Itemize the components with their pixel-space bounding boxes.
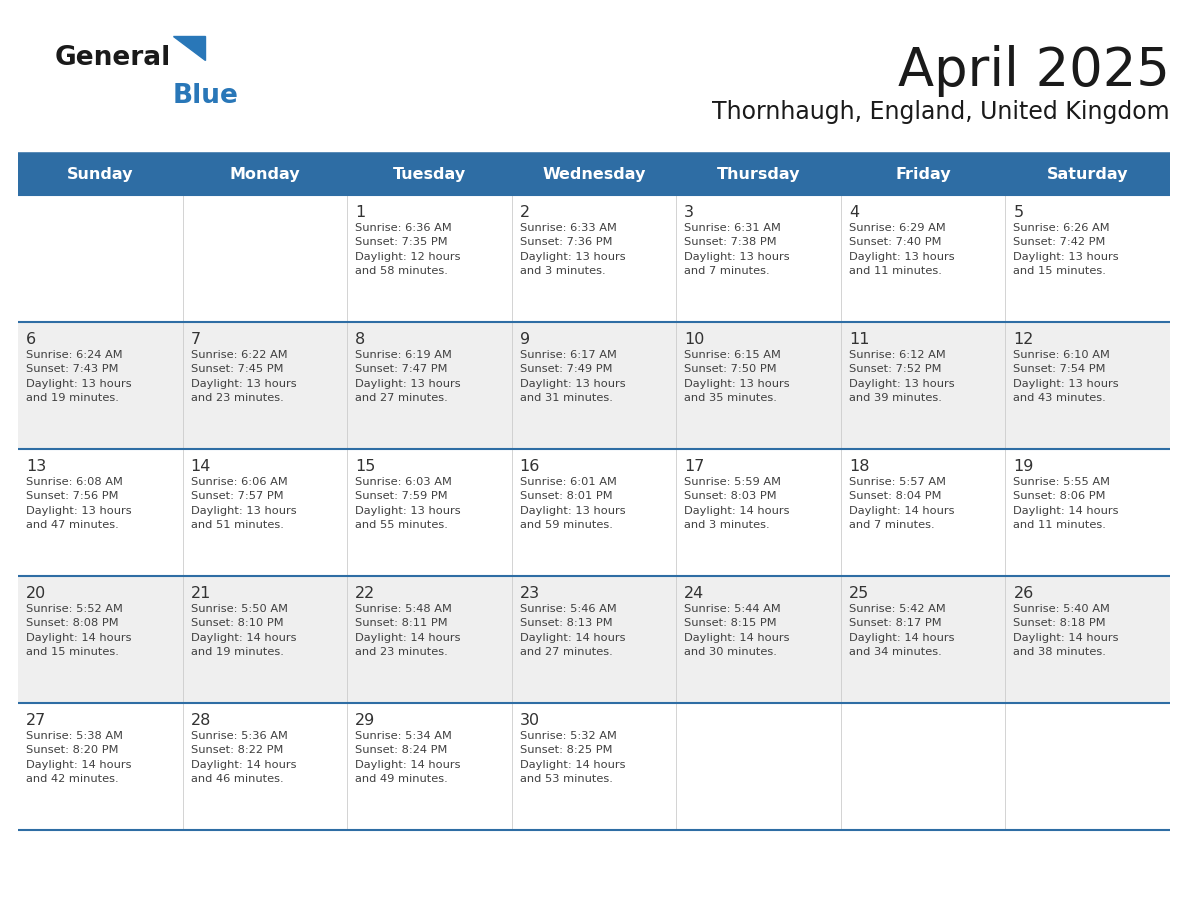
Text: 16: 16 xyxy=(519,459,541,474)
Text: 3: 3 xyxy=(684,205,694,220)
Text: 27: 27 xyxy=(26,713,46,728)
Text: 26: 26 xyxy=(1013,586,1034,601)
Text: 1: 1 xyxy=(355,205,366,220)
Text: Sunrise: 6:03 AM
Sunset: 7:59 PM
Daylight: 13 hours
and 55 minutes.: Sunrise: 6:03 AM Sunset: 7:59 PM Dayligh… xyxy=(355,477,461,531)
Text: 2: 2 xyxy=(519,205,530,220)
Text: 12: 12 xyxy=(1013,332,1034,347)
Polygon shape xyxy=(173,36,206,60)
Text: Sunrise: 5:34 AM
Sunset: 8:24 PM
Daylight: 14 hours
and 49 minutes.: Sunrise: 5:34 AM Sunset: 8:24 PM Dayligh… xyxy=(355,731,461,784)
Text: Sunrise: 6:15 AM
Sunset: 7:50 PM
Daylight: 13 hours
and 35 minutes.: Sunrise: 6:15 AM Sunset: 7:50 PM Dayligh… xyxy=(684,350,790,403)
Text: 19: 19 xyxy=(1013,459,1034,474)
Text: 21: 21 xyxy=(190,586,211,601)
Bar xyxy=(18,576,1170,703)
Text: 18: 18 xyxy=(849,459,870,474)
Text: Wednesday: Wednesday xyxy=(542,167,646,183)
Text: Blue: Blue xyxy=(173,83,239,109)
Text: 20: 20 xyxy=(26,586,46,601)
Text: Sunday: Sunday xyxy=(67,167,133,183)
Text: Sunrise: 6:36 AM
Sunset: 7:35 PM
Daylight: 12 hours
and 58 minutes.: Sunrise: 6:36 AM Sunset: 7:35 PM Dayligh… xyxy=(355,223,461,276)
Text: Sunrise: 6:19 AM
Sunset: 7:47 PM
Daylight: 13 hours
and 27 minutes.: Sunrise: 6:19 AM Sunset: 7:47 PM Dayligh… xyxy=(355,350,461,403)
Text: 17: 17 xyxy=(684,459,704,474)
Text: Sunrise: 5:46 AM
Sunset: 8:13 PM
Daylight: 14 hours
and 27 minutes.: Sunrise: 5:46 AM Sunset: 8:13 PM Dayligh… xyxy=(519,604,625,657)
Text: 22: 22 xyxy=(355,586,375,601)
Text: Monday: Monday xyxy=(229,167,301,183)
Text: Sunrise: 5:55 AM
Sunset: 8:06 PM
Daylight: 14 hours
and 11 minutes.: Sunrise: 5:55 AM Sunset: 8:06 PM Dayligh… xyxy=(1013,477,1119,531)
Text: 23: 23 xyxy=(519,586,539,601)
Text: Sunrise: 6:24 AM
Sunset: 7:43 PM
Daylight: 13 hours
and 19 minutes.: Sunrise: 6:24 AM Sunset: 7:43 PM Dayligh… xyxy=(26,350,132,403)
Text: Saturday: Saturday xyxy=(1047,167,1129,183)
Bar xyxy=(18,449,1170,576)
Bar xyxy=(18,155,1170,195)
Text: 7: 7 xyxy=(190,332,201,347)
Text: 30: 30 xyxy=(519,713,539,728)
Bar xyxy=(18,703,1170,830)
Text: Sunrise: 5:52 AM
Sunset: 8:08 PM
Daylight: 14 hours
and 15 minutes.: Sunrise: 5:52 AM Sunset: 8:08 PM Dayligh… xyxy=(26,604,132,657)
Text: 14: 14 xyxy=(190,459,211,474)
Text: Sunrise: 5:57 AM
Sunset: 8:04 PM
Daylight: 14 hours
and 7 minutes.: Sunrise: 5:57 AM Sunset: 8:04 PM Dayligh… xyxy=(849,477,954,531)
Text: Friday: Friday xyxy=(896,167,950,183)
Text: Sunrise: 5:40 AM
Sunset: 8:18 PM
Daylight: 14 hours
and 38 minutes.: Sunrise: 5:40 AM Sunset: 8:18 PM Dayligh… xyxy=(1013,604,1119,657)
Text: 28: 28 xyxy=(190,713,211,728)
Text: 4: 4 xyxy=(849,205,859,220)
Text: Thursday: Thursday xyxy=(716,167,801,183)
Text: Sunrise: 5:59 AM
Sunset: 8:03 PM
Daylight: 14 hours
and 3 minutes.: Sunrise: 5:59 AM Sunset: 8:03 PM Dayligh… xyxy=(684,477,790,531)
Text: Sunrise: 6:26 AM
Sunset: 7:42 PM
Daylight: 13 hours
and 15 minutes.: Sunrise: 6:26 AM Sunset: 7:42 PM Dayligh… xyxy=(1013,223,1119,276)
Text: Sunrise: 5:48 AM
Sunset: 8:11 PM
Daylight: 14 hours
and 23 minutes.: Sunrise: 5:48 AM Sunset: 8:11 PM Dayligh… xyxy=(355,604,461,657)
Text: Sunrise: 6:17 AM
Sunset: 7:49 PM
Daylight: 13 hours
and 31 minutes.: Sunrise: 6:17 AM Sunset: 7:49 PM Dayligh… xyxy=(519,350,625,403)
Text: 24: 24 xyxy=(684,586,704,601)
Text: 11: 11 xyxy=(849,332,870,347)
Text: Sunrise: 5:50 AM
Sunset: 8:10 PM
Daylight: 14 hours
and 19 minutes.: Sunrise: 5:50 AM Sunset: 8:10 PM Dayligh… xyxy=(190,604,296,657)
Text: 6: 6 xyxy=(26,332,36,347)
Text: Sunrise: 6:22 AM
Sunset: 7:45 PM
Daylight: 13 hours
and 23 minutes.: Sunrise: 6:22 AM Sunset: 7:45 PM Dayligh… xyxy=(190,350,296,403)
Text: 13: 13 xyxy=(26,459,46,474)
Text: 5: 5 xyxy=(1013,205,1024,220)
Text: Sunrise: 5:44 AM
Sunset: 8:15 PM
Daylight: 14 hours
and 30 minutes.: Sunrise: 5:44 AM Sunset: 8:15 PM Dayligh… xyxy=(684,604,790,657)
Text: Thornhaugh, England, United Kingdom: Thornhaugh, England, United Kingdom xyxy=(713,100,1170,124)
Text: Tuesday: Tuesday xyxy=(393,167,466,183)
Text: Sunrise: 6:12 AM
Sunset: 7:52 PM
Daylight: 13 hours
and 39 minutes.: Sunrise: 6:12 AM Sunset: 7:52 PM Dayligh… xyxy=(849,350,954,403)
Text: Sunrise: 6:10 AM
Sunset: 7:54 PM
Daylight: 13 hours
and 43 minutes.: Sunrise: 6:10 AM Sunset: 7:54 PM Dayligh… xyxy=(1013,350,1119,403)
Text: Sunrise: 6:29 AM
Sunset: 7:40 PM
Daylight: 13 hours
and 11 minutes.: Sunrise: 6:29 AM Sunset: 7:40 PM Dayligh… xyxy=(849,223,954,276)
Text: Sunrise: 5:36 AM
Sunset: 8:22 PM
Daylight: 14 hours
and 46 minutes.: Sunrise: 5:36 AM Sunset: 8:22 PM Dayligh… xyxy=(190,731,296,784)
Text: April 2025: April 2025 xyxy=(898,45,1170,97)
Bar xyxy=(18,195,1170,322)
Text: Sunrise: 6:01 AM
Sunset: 8:01 PM
Daylight: 13 hours
and 59 minutes.: Sunrise: 6:01 AM Sunset: 8:01 PM Dayligh… xyxy=(519,477,625,531)
Text: Sunrise: 6:08 AM
Sunset: 7:56 PM
Daylight: 13 hours
and 47 minutes.: Sunrise: 6:08 AM Sunset: 7:56 PM Dayligh… xyxy=(26,477,132,531)
Text: 15: 15 xyxy=(355,459,375,474)
Text: Sunrise: 5:42 AM
Sunset: 8:17 PM
Daylight: 14 hours
and 34 minutes.: Sunrise: 5:42 AM Sunset: 8:17 PM Dayligh… xyxy=(849,604,954,657)
Text: 29: 29 xyxy=(355,713,375,728)
Text: 9: 9 xyxy=(519,332,530,347)
Text: 8: 8 xyxy=(355,332,366,347)
Text: General: General xyxy=(55,45,171,71)
Text: Sunrise: 6:33 AM
Sunset: 7:36 PM
Daylight: 13 hours
and 3 minutes.: Sunrise: 6:33 AM Sunset: 7:36 PM Dayligh… xyxy=(519,223,625,276)
Text: Sunrise: 5:38 AM
Sunset: 8:20 PM
Daylight: 14 hours
and 42 minutes.: Sunrise: 5:38 AM Sunset: 8:20 PM Dayligh… xyxy=(26,731,132,784)
Text: Sunrise: 6:06 AM
Sunset: 7:57 PM
Daylight: 13 hours
and 51 minutes.: Sunrise: 6:06 AM Sunset: 7:57 PM Dayligh… xyxy=(190,477,296,531)
Text: Sunrise: 5:32 AM
Sunset: 8:25 PM
Daylight: 14 hours
and 53 minutes.: Sunrise: 5:32 AM Sunset: 8:25 PM Dayligh… xyxy=(519,731,625,784)
Text: 25: 25 xyxy=(849,586,870,601)
Bar xyxy=(18,322,1170,449)
Text: 10: 10 xyxy=(684,332,704,347)
Text: Sunrise: 6:31 AM
Sunset: 7:38 PM
Daylight: 13 hours
and 7 minutes.: Sunrise: 6:31 AM Sunset: 7:38 PM Dayligh… xyxy=(684,223,790,276)
